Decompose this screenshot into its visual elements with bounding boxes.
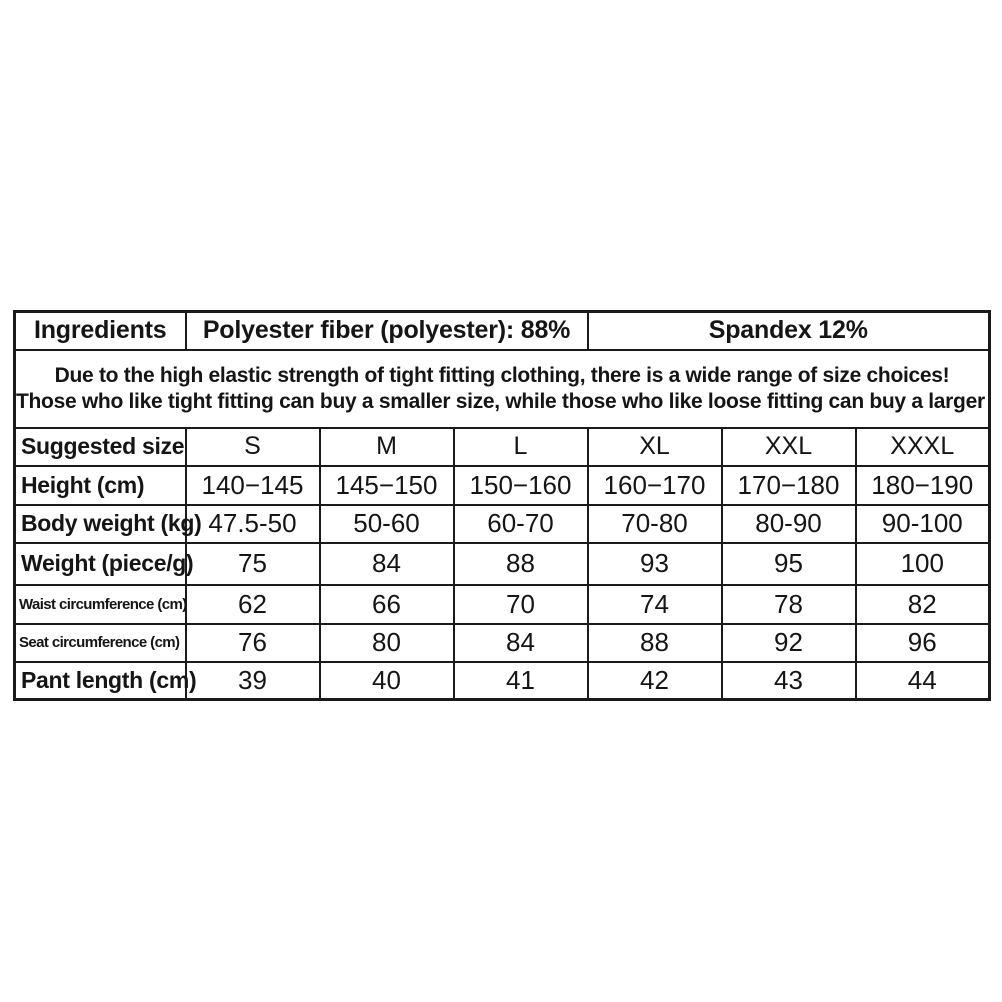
pant-length-value-xxl: 43	[720, 660, 857, 701]
height-row: Height (cm) 140−145 145−150 150−160 160−…	[13, 464, 991, 506]
waist-value-s: 62	[184, 583, 321, 625]
pant-length-value-xxxl: 44	[854, 660, 991, 701]
body-weight-value-l: 60-70	[452, 503, 589, 544]
waist-value-xxxl: 82	[854, 583, 991, 625]
size-note-row: Due to the high elastic strength of tigh…	[13, 348, 991, 429]
pant-length-row-label: Pant length (cm)	[13, 660, 197, 701]
seat-row-label: Seat circumference (cm)	[13, 622, 187, 663]
seat-value-xxxl: 96	[854, 622, 991, 663]
waist-row: Waist circumference (cm) 62 66 70 74 78 …	[13, 583, 991, 625]
body-weight-value-xxxl: 90-100	[854, 503, 991, 544]
height-value-s: 140−145	[184, 464, 321, 506]
waist-value-xl: 74	[586, 583, 723, 625]
body-weight-value-xl: 70-80	[586, 503, 723, 544]
pant-length-value-l: 41	[452, 660, 589, 701]
piece-weight-value-xl: 93	[586, 541, 723, 586]
body-weight-value-xxl: 80-90	[720, 503, 857, 544]
size-note-line-1: Due to the high elastic strength of tigh…	[54, 363, 950, 387]
size-header-xxxl: XXXL	[854, 426, 991, 467]
waist-value-m: 66	[318, 583, 455, 625]
seat-value-m: 80	[318, 622, 455, 663]
pant-length-value-m: 40	[318, 660, 455, 701]
size-chart-table: Ingredients Polyester fiber (polyester):…	[13, 310, 992, 701]
body-weight-row: Body weight (kg) 47.5-50 50-60 60-70 70-…	[13, 503, 991, 544]
pant-length-value-xl: 42	[586, 660, 723, 701]
seat-value-xxl: 92	[720, 622, 857, 663]
height-value-m: 145−150	[318, 464, 455, 506]
pant-length-value-s: 39	[184, 660, 321, 701]
piece-weight-value-l: 88	[452, 541, 589, 586]
height-value-l: 150−160	[452, 464, 589, 506]
height-row-label: Height (cm)	[13, 464, 187, 506]
piece-weight-value-xxxl: 100	[854, 541, 991, 586]
seat-value-l: 84	[452, 622, 589, 663]
size-header-xl: XL	[586, 426, 723, 467]
waist-value-xxl: 78	[720, 583, 857, 625]
size-header-row: Suggested size S M L XL XXL XXXL	[13, 426, 991, 467]
suggested-size-label: Suggested size	[13, 426, 187, 467]
size-header-l: L	[452, 426, 589, 467]
size-header-xxl: XXL	[720, 426, 857, 467]
size-note-line-2: Those who like tight fitting can buy a s…	[16, 389, 990, 413]
waist-value-l: 70	[452, 583, 589, 625]
ingredients-polyester-cell: Polyester fiber (polyester): 88%	[184, 310, 589, 351]
waist-row-label: Waist circumference (cm)	[13, 583, 187, 625]
height-value-xl: 160−170	[586, 464, 723, 506]
piece-weight-row: Weight (piece/g) 75 84 88 93 95 100	[13, 541, 991, 586]
seat-row: Seat circumference (cm) 76 80 84 88 92 9…	[13, 622, 991, 663]
seat-value-s: 76	[184, 622, 321, 663]
body-weight-value-m: 50-60	[318, 503, 455, 544]
height-value-xxxl: 180−190	[854, 464, 991, 506]
ingredients-row: Ingredients Polyester fiber (polyester):…	[13, 310, 991, 351]
ingredients-spandex-cell: Spandex 12%	[586, 310, 991, 351]
piece-weight-row-label: Weight (piece/g)	[13, 541, 194, 586]
piece-weight-value-xxl: 95	[720, 541, 857, 586]
ingredients-label: Ingredients	[13, 310, 187, 351]
piece-weight-value-s: 75	[184, 541, 321, 586]
size-header-s: S	[184, 426, 321, 467]
size-header-m: M	[318, 426, 455, 467]
seat-value-xl: 88	[586, 622, 723, 663]
body-weight-value-s: 47.5-50	[184, 503, 321, 544]
body-weight-row-label: Body weight (kg)	[13, 503, 202, 544]
height-value-xxl: 170−180	[720, 464, 857, 506]
size-note-cell: Due to the high elastic strength of tigh…	[13, 348, 991, 429]
pant-length-row: Pant length (cm) 39 40 41 42 43 44	[13, 660, 991, 701]
piece-weight-value-m: 84	[318, 541, 455, 586]
